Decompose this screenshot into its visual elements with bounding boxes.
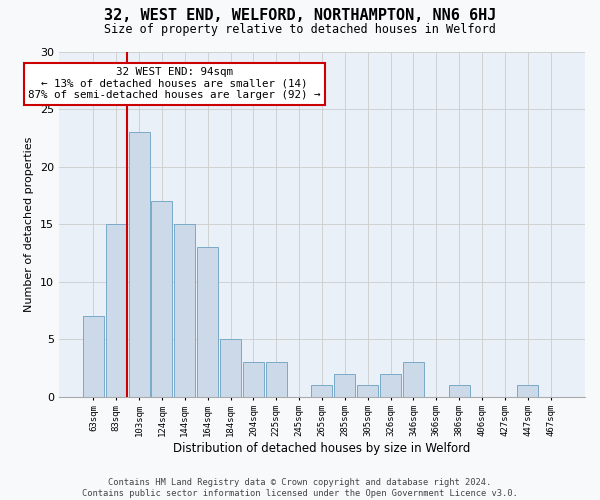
Text: Size of property relative to detached houses in Welford: Size of property relative to detached ho… — [104, 22, 496, 36]
Bar — [197, 247, 218, 396]
Bar — [106, 224, 127, 396]
Bar — [517, 385, 538, 396]
Y-axis label: Number of detached properties: Number of detached properties — [25, 136, 34, 312]
Bar — [128, 132, 149, 396]
Bar — [334, 374, 355, 396]
Text: 32 WEST END: 94sqm
← 13% of detached houses are smaller (14)
87% of semi-detache: 32 WEST END: 94sqm ← 13% of detached hou… — [28, 67, 321, 100]
Bar — [266, 362, 287, 396]
Bar — [220, 339, 241, 396]
Bar — [83, 316, 104, 396]
Bar — [243, 362, 264, 396]
Bar — [449, 385, 470, 396]
Text: Contains HM Land Registry data © Crown copyright and database right 2024.
Contai: Contains HM Land Registry data © Crown c… — [82, 478, 518, 498]
Text: 32, WEST END, WELFORD, NORTHAMPTON, NN6 6HJ: 32, WEST END, WELFORD, NORTHAMPTON, NN6 … — [104, 8, 496, 22]
Bar — [175, 224, 196, 396]
X-axis label: Distribution of detached houses by size in Welford: Distribution of detached houses by size … — [173, 442, 470, 455]
Bar — [357, 385, 378, 396]
Bar — [311, 385, 332, 396]
Bar — [380, 374, 401, 396]
Bar — [403, 362, 424, 396]
Bar — [151, 201, 172, 396]
